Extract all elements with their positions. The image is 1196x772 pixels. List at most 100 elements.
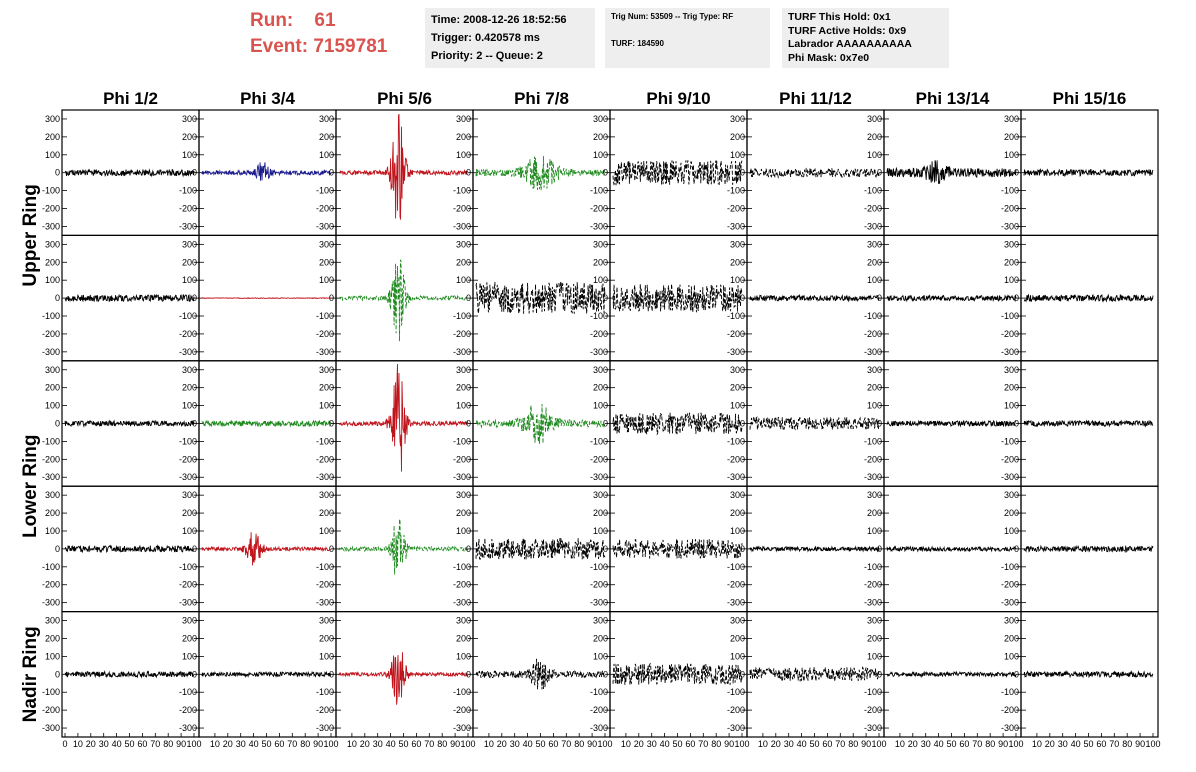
y-tick-label: 200 — [182, 383, 197, 393]
y-tick-label: 100 — [1004, 275, 1019, 285]
y-tick-label: 100 — [456, 275, 471, 285]
y-tick-label: -200 — [179, 705, 197, 715]
y-tick-label: -200 — [1001, 705, 1019, 715]
waveform-trace — [64, 293, 195, 303]
y-tick-label: 0 — [192, 168, 197, 178]
column-title: Phi 13/14 — [916, 89, 990, 108]
x-tick-label: 20 — [86, 739, 96, 749]
run-event-label: Run: 61 Event: 7159781 — [250, 8, 420, 66]
x-tick-label: 90 — [861, 739, 871, 749]
y-tick-label: 100 — [730, 275, 745, 285]
y-tick-label: -300 — [316, 221, 334, 231]
x-tick-label: 20 — [908, 739, 918, 749]
y-tick-label: -100 — [590, 436, 608, 446]
y-tick-label: 100 — [730, 401, 745, 411]
y-tick-label: 100 — [319, 651, 334, 661]
y-tick-label: -200 — [727, 580, 745, 590]
y-tick-label: 100 — [593, 275, 608, 285]
row-title: Nadir Ring — [20, 626, 41, 722]
y-tick-label: -300 — [864, 472, 882, 482]
y-tick-label: -200 — [453, 329, 471, 339]
y-tick-label: -100 — [864, 186, 882, 196]
x-tick-label: 60 — [822, 739, 832, 749]
y-tick-label: -200 — [864, 454, 882, 464]
y-tick-label: 100 — [1004, 526, 1019, 536]
y-tick-label: 100 — [867, 150, 882, 160]
y-tick-label: 0 — [603, 293, 608, 303]
y-tick-label: 300 — [1004, 114, 1019, 124]
y-tick-label: 100 — [456, 526, 471, 536]
y-tick-label: 300 — [593, 239, 608, 249]
y-tick-label: 300 — [182, 114, 197, 124]
x-tick-label: 40 — [1071, 739, 1081, 749]
y-tick-label: 0 — [55, 168, 60, 178]
y-tick-label: 300 — [867, 365, 882, 375]
y-tick-label: -300 — [42, 598, 60, 608]
y-tick-label: 300 — [730, 616, 745, 626]
y-tick-label: 0 — [603, 419, 608, 429]
y-tick-label: 200 — [45, 508, 60, 518]
y-tick-label: 200 — [319, 257, 334, 267]
x-tick-label: 70 — [835, 739, 845, 749]
event-number: 7159781 — [313, 36, 388, 57]
y-tick-label: -100 — [727, 562, 745, 572]
y-tick-label: -300 — [727, 347, 745, 357]
waveform-trace — [886, 545, 1017, 553]
y-tick-label: 200 — [867, 132, 882, 142]
x-tick-label: 100 — [323, 739, 338, 749]
row-title: Upper Ring — [20, 184, 41, 286]
y-tick-label: -300 — [1001, 221, 1019, 231]
y-tick-label: -100 — [864, 436, 882, 446]
y-tick-label: 100 — [593, 526, 608, 536]
y-tick-label: -200 — [727, 454, 745, 464]
x-tick-label: 30 — [1058, 739, 1068, 749]
y-tick-label: 100 — [45, 275, 60, 285]
y-tick-label: 200 — [456, 132, 471, 142]
y-tick-label: -300 — [179, 723, 197, 733]
y-tick-label: 100 — [1004, 150, 1019, 160]
y-tick-label: -300 — [864, 221, 882, 231]
waveform-trace — [201, 419, 332, 428]
y-tick-label: 300 — [182, 365, 197, 375]
y-tick-label: 0 — [1014, 168, 1019, 178]
phi-mask-text: Phi Mask: 0x7e0 — [788, 51, 870, 64]
y-tick-label: -100 — [179, 186, 197, 196]
row-title: Lower Ring — [20, 434, 41, 537]
y-tick-label: 300 — [456, 114, 471, 124]
y-tick-label: 100 — [45, 526, 60, 536]
y-tick-label: -200 — [316, 454, 334, 464]
y-tick-label: 100 — [456, 401, 471, 411]
y-tick-label: -200 — [179, 204, 197, 214]
y-tick-label: -300 — [453, 221, 471, 231]
y-tick-label: -300 — [42, 472, 60, 482]
y-tick-label: -300 — [590, 221, 608, 231]
column-title: Phi 1/2 — [103, 89, 158, 108]
x-tick-label: 40 — [934, 739, 944, 749]
y-tick-label: -300 — [1001, 347, 1019, 357]
y-tick-label: 100 — [593, 150, 608, 160]
y-tick-label: -100 — [42, 562, 60, 572]
y-tick-label: -200 — [590, 580, 608, 590]
y-tick-label: -100 — [1001, 436, 1019, 446]
x-tick-label: 10 — [73, 739, 83, 749]
y-tick-label: 100 — [319, 401, 334, 411]
y-tick-label: -200 — [316, 329, 334, 339]
y-tick-label: 200 — [730, 633, 745, 643]
x-tick-label: 50 — [672, 739, 682, 749]
y-tick-label: 200 — [456, 508, 471, 518]
y-tick-label: 0 — [55, 544, 60, 554]
x-tick-label: 100 — [1008, 739, 1023, 749]
y-tick-label: 0 — [192, 419, 197, 429]
y-tick-label: -200 — [590, 705, 608, 715]
y-tick-label: -200 — [1001, 580, 1019, 590]
y-tick-label: 200 — [45, 132, 60, 142]
y-tick-label: 200 — [319, 383, 334, 393]
x-tick-label: 60 — [685, 739, 695, 749]
y-tick-label: -100 — [42, 186, 60, 196]
y-tick-label: -200 — [453, 204, 471, 214]
x-tick-label: 60 — [959, 739, 969, 749]
x-tick-label: 70 — [698, 739, 708, 749]
x-tick-label: 20 — [634, 739, 644, 749]
y-tick-label: -200 — [1001, 329, 1019, 339]
y-tick-label: -100 — [179, 687, 197, 697]
